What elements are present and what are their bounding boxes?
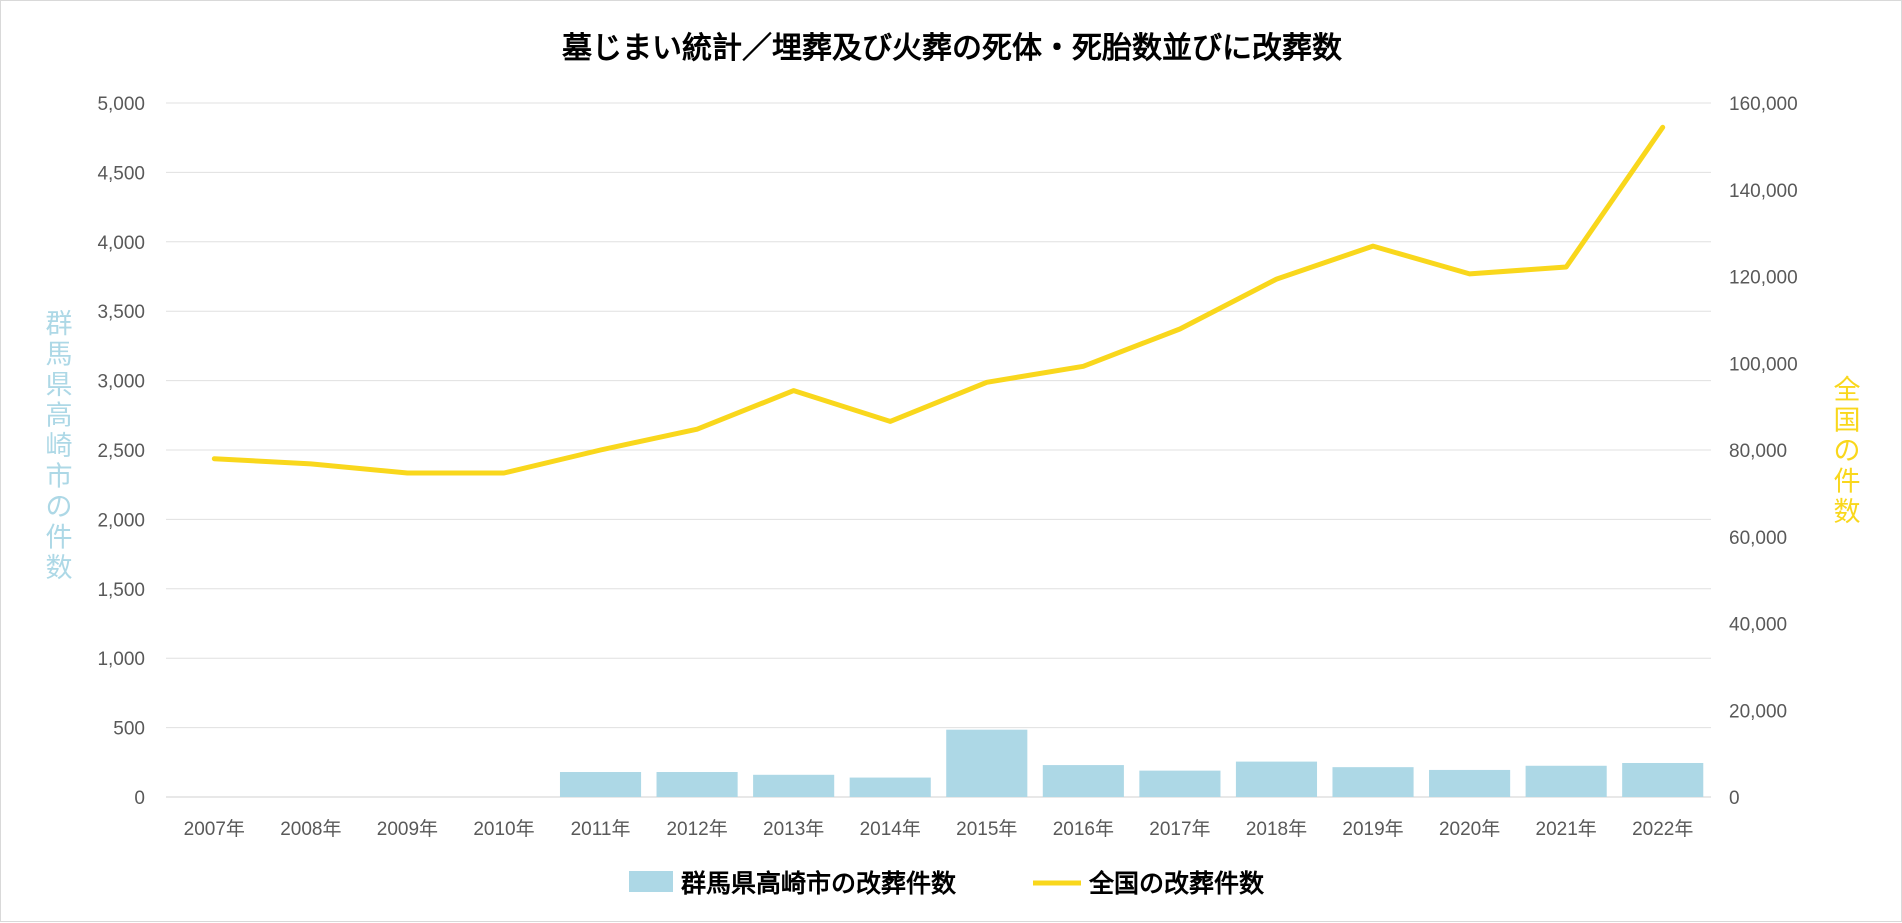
x-axis-ticks: 2007年 2008年 2009年 2010年 2011年 2012年 2013年 2014年…: [184, 818, 1694, 840]
bar: [1235, 761, 1318, 797]
left-tick-label: 500: [113, 719, 145, 740]
x-tick-label: 2018年: [1246, 818, 1307, 840]
x-tick-label: 2014年: [860, 818, 921, 840]
x-tick-label: 2022年: [1632, 818, 1693, 840]
x-tick-label: 2017年: [1149, 818, 1210, 840]
right-tick-label: 20,000: [1729, 701, 1787, 722]
bar-series: [559, 729, 1704, 797]
bar: [656, 772, 738, 797]
left-tick-label: 5,000: [97, 94, 145, 115]
bar: [1622, 762, 1704, 797]
bar: [1139, 770, 1221, 797]
legend: 群馬県高崎市の改葬件数 全国の改葬件数: [629, 869, 1265, 898]
legend-bar-swatch: [629, 871, 673, 892]
x-tick-label: 2020年: [1439, 818, 1500, 840]
bar: [946, 729, 1028, 797]
left-axis-title-text: 群馬県高崎市の件数: [46, 309, 73, 584]
left-axis-title: 群馬県高崎市の件数: [46, 309, 73, 584]
right-tick-label: 80,000: [1729, 441, 1787, 462]
x-tick-label: 2007年: [184, 818, 245, 840]
x-tick-label: 2011年: [571, 818, 631, 840]
left-tick-label: 0: [134, 788, 145, 809]
gridlines: [166, 102, 1711, 798]
right-axis-title-text: 全国の件数: [1834, 375, 1861, 528]
left-tick-label: 2,000: [97, 510, 145, 531]
right-tick-label: 120,000: [1729, 268, 1798, 289]
bar: [559, 772, 642, 797]
right-tick-label: 0: [1729, 788, 1740, 809]
bar: [849, 777, 931, 797]
bar: [753, 774, 835, 797]
right-tick-label: 60,000: [1729, 528, 1787, 549]
left-tick-label: 3,000: [97, 372, 145, 393]
x-tick-label: 2009年: [377, 818, 438, 840]
series-line: [211, 124, 1666, 476]
left-tick-label: 3,500: [97, 302, 145, 323]
right-tick-label: 140,000: [1729, 181, 1798, 202]
right-tick-label: 40,000: [1729, 615, 1787, 636]
left-axis-ticks: 0 500 1,000 1,500 2,000 2,500 3,000 3,500 4,000 4…: [97, 94, 145, 809]
left-tick-label: 2,500: [97, 441, 145, 462]
x-tick-label: 2012年: [666, 818, 727, 840]
x-tick-label: 2019年: [1342, 818, 1403, 840]
chart-title: 墓じまい統計／埋葬及び火葬の死体・死胎数並びに改葬数: [561, 31, 1343, 66]
bar: [1525, 765, 1607, 797]
bar: [1429, 769, 1511, 797]
left-tick-label: 1,000: [97, 649, 145, 670]
x-tick-label: 2016年: [1053, 818, 1114, 840]
legend-line-label: 全国の改葬件数: [1088, 869, 1265, 898]
left-tick-label: 4,000: [97, 233, 145, 254]
line-series: [211, 124, 1666, 476]
right-axis-title: 全国の件数: [1834, 375, 1861, 528]
right-tick-label: 100,000: [1729, 354, 1798, 375]
bar: [1332, 767, 1414, 797]
bar: [1042, 765, 1124, 797]
right-axis-ticks: 0 20,000 40,000 60,000 80,000 100,000 120,000 1…: [1729, 94, 1798, 809]
x-tick-label: 2008年: [280, 818, 341, 840]
legend-bar-label: 群馬県高崎市の改葬件数: [681, 869, 957, 898]
x-tick-label: 2021年: [1536, 818, 1597, 840]
x-tick-label: 2013年: [763, 818, 824, 840]
right-tick-label: 160,000: [1729, 94, 1798, 115]
left-tick-label: 4,500: [97, 163, 145, 184]
x-tick-label: 2010年: [473, 818, 534, 840]
left-tick-label: 1,500: [97, 580, 145, 601]
x-tick-label: 2015年: [956, 818, 1017, 840]
